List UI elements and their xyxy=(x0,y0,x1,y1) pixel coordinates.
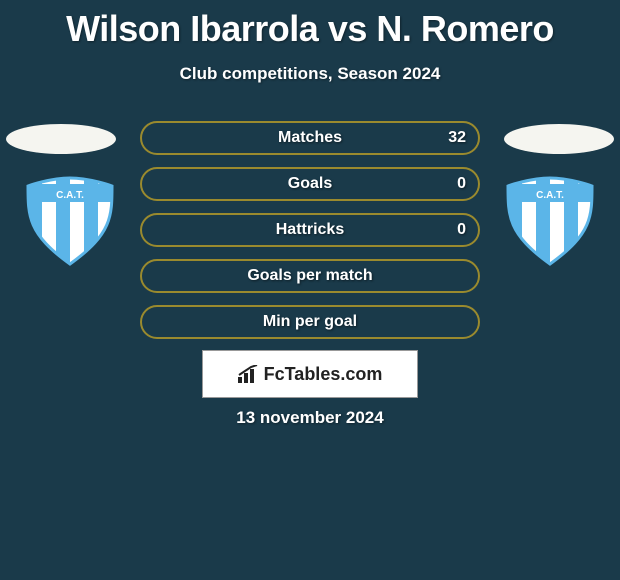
stat-row: Hattricks 0 xyxy=(140,213,480,247)
date-label: 13 november 2024 xyxy=(0,408,620,428)
stat-row: Goals per match xyxy=(140,259,480,293)
stat-value-right: 0 xyxy=(457,175,466,193)
stat-label: Goals xyxy=(288,175,332,193)
stat-label: Goals per match xyxy=(247,267,372,285)
page-subtitle: Club competitions, Season 2024 xyxy=(0,64,620,84)
player-photo-left xyxy=(6,124,116,154)
source-logo: FcTables.com xyxy=(202,350,418,398)
stat-label: Min per goal xyxy=(263,313,357,331)
club-badge-left: C.A.T. xyxy=(20,176,120,266)
player-photo-right xyxy=(504,124,614,154)
stat-value-right: 0 xyxy=(457,221,466,239)
chart-icon xyxy=(238,365,260,383)
stat-row: Min per goal xyxy=(140,305,480,339)
stat-label: Hattricks xyxy=(276,221,344,239)
stat-label: Matches xyxy=(278,129,342,147)
svg-text:C.A.T.: C.A.T. xyxy=(56,190,84,201)
svg-text:C.A.T.: C.A.T. xyxy=(536,190,564,201)
club-badge-right: C.A.T. xyxy=(500,176,600,266)
stat-rows: Matches 32 Goals 0 Hattricks 0 Goals per match… xyxy=(140,121,480,351)
page-title: Wilson Ibarrola vs N. Romero xyxy=(0,0,620,50)
stat-row: Matches 32 xyxy=(140,121,480,155)
source-logo-text: FcTables.com xyxy=(264,364,383,385)
stat-row: Goals 0 xyxy=(140,167,480,201)
stat-value-right: 32 xyxy=(448,129,466,147)
